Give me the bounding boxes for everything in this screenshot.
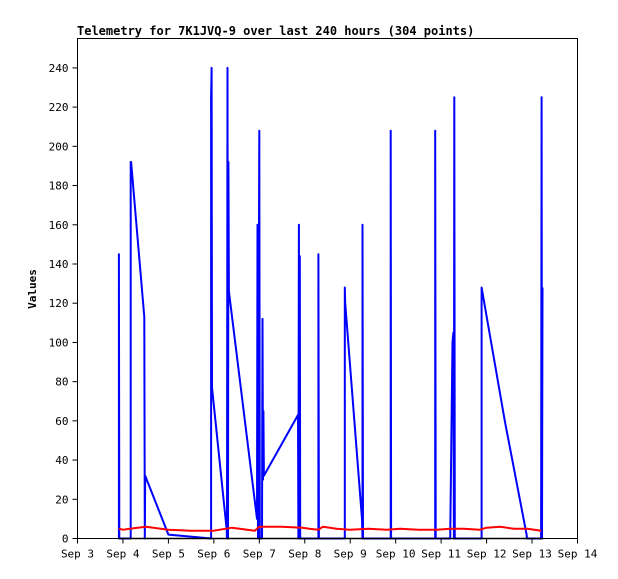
x-tick-label: Sep 10 [376,548,416,561]
y-tick-label: 160 [49,219,69,232]
x-tick-label: Sep 3 [61,548,94,561]
series-layer [117,66,544,540]
y-tick-label: 140 [49,258,69,271]
x-tick-label: Sep 4 [106,548,139,561]
y-tick-label: 200 [49,140,69,153]
x-tick-label: Sep 8 [288,548,321,561]
y-tick-label: 40 [55,454,68,467]
y-tick-label: 0 [62,533,69,546]
x-axis: Sep 3 Sep 4 Sep 5 Sep 6 Sep 7 Sep 8 Sep 9 Sep 1… [61,538,598,561]
x-tick-label: Sep 6 [197,548,230,561]
x-tick-label: Sep 5 [152,548,185,561]
x-tick-label: Sep 13 [512,548,552,561]
y-axis: 0 20 40 60 80 100 120 140 160 180 200 220 240 [49,62,78,546]
plot-area [77,38,578,539]
y-tick-label: 120 [49,297,69,310]
y-tick-label: 100 [49,336,69,349]
x-tick-label: Sep 12 [467,548,507,561]
x-tick-label: Sep 14 [558,548,598,561]
y-tick-label: 240 [49,62,69,75]
y-axis-title: Values [26,269,39,309]
x-tick-label: Sep 9 [334,548,367,561]
y-tick-label: 20 [55,493,68,506]
series-line-2 [118,525,542,532]
x-tick-label: Sep 7 [243,548,276,561]
y-tick-label: 60 [55,415,68,428]
chart-title: Telemetry for 7K1JVQ-9 over last 240 hou… [77,24,474,38]
x-tick-label: Sep 11 [421,548,461,561]
y-tick-label: 220 [49,101,69,114]
y-tick-label: 80 [55,376,68,389]
y-tick-label: 180 [49,180,69,193]
